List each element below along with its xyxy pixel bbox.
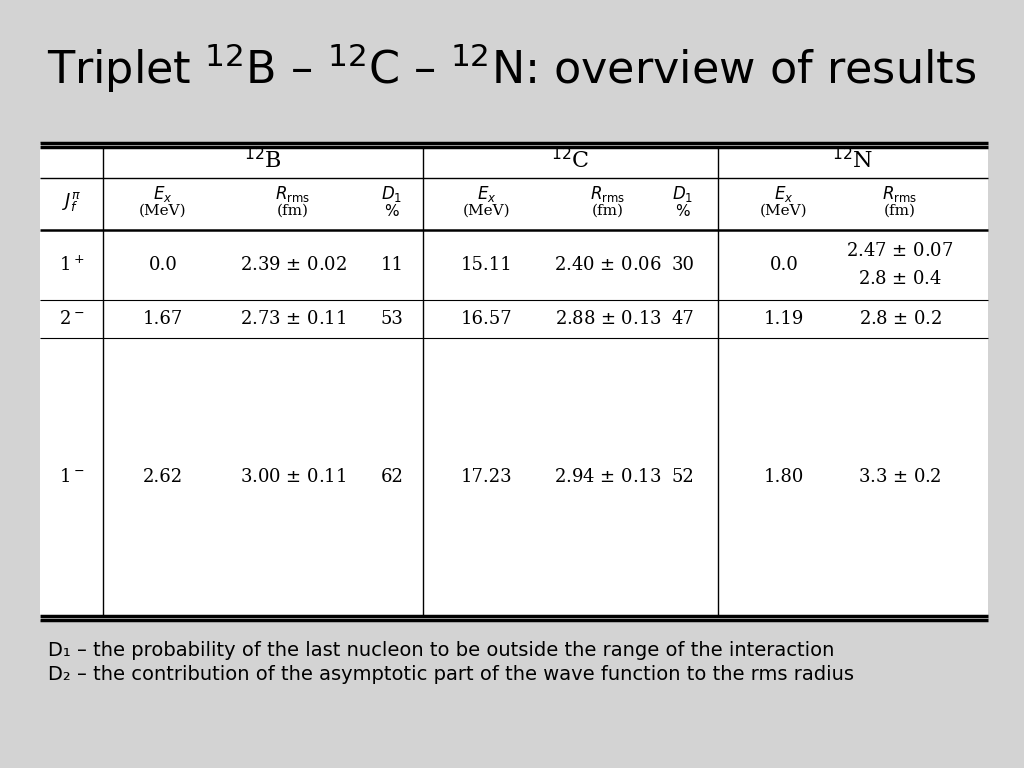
Text: 2.94 $\pm$ 0.13: 2.94 $\pm$ 0.13	[554, 468, 662, 486]
Text: $R_{\rm rms}$: $R_{\rm rms}$	[883, 184, 918, 204]
Text: $J^{\pi}_f$: $J^{\pi}_f$	[62, 190, 82, 214]
Text: 3.00 $\pm$ 0.11: 3.00 $\pm$ 0.11	[240, 468, 346, 486]
Text: 16.57: 16.57	[461, 310, 513, 328]
Text: 1.19: 1.19	[764, 310, 804, 328]
Text: 17.23: 17.23	[461, 468, 513, 486]
Text: 1$^-$: 1$^-$	[59, 468, 85, 486]
Text: $^{12}$B: $^{12}$B	[244, 148, 282, 173]
Text: Triplet $^{12}$B – $^{12}$C – $^{12}$N: overview of results: Triplet $^{12}$B – $^{12}$C – $^{12}$N: …	[47, 41, 977, 94]
Text: 11: 11	[381, 256, 403, 274]
Text: 47: 47	[672, 310, 694, 328]
Text: (fm): (fm)	[278, 204, 309, 218]
Text: 15.11: 15.11	[461, 256, 513, 274]
Text: 53: 53	[381, 310, 403, 328]
Text: 0.0: 0.0	[148, 256, 177, 274]
Text: 2.88 $\pm$ 0.13: 2.88 $\pm$ 0.13	[555, 310, 662, 328]
Text: D₁ – the probability of the last nucleon to be outside the range of the interact: D₁ – the probability of the last nucleon…	[48, 641, 835, 660]
Text: 1$^+$: 1$^+$	[59, 255, 85, 275]
Text: 0.0: 0.0	[770, 256, 799, 274]
Bar	[40, 143, 988, 620]
Text: 3.3 $\pm$ 0.2: 3.3 $\pm$ 0.2	[858, 468, 942, 486]
Text: 52: 52	[672, 468, 694, 486]
Text: $R_{\rm rms}$: $R_{\rm rms}$	[275, 184, 310, 204]
Text: $E_x$: $E_x$	[774, 184, 794, 204]
Text: $^{12}$N: $^{12}$N	[833, 148, 873, 173]
Text: 2.73 $\pm$ 0.11: 2.73 $\pm$ 0.11	[240, 310, 346, 328]
Text: $D_1$: $D_1$	[673, 184, 693, 204]
Text: 1.80: 1.80	[764, 468, 804, 486]
Text: 2.39 $\pm$ 0.02: 2.39 $\pm$ 0.02	[240, 256, 346, 274]
Text: 2.47 $\pm$ 0.07: 2.47 $\pm$ 0.07	[846, 242, 953, 260]
Text: $D_1$: $D_1$	[381, 184, 402, 204]
Text: $\%$: $\%$	[384, 203, 400, 219]
Text: 1.67: 1.67	[143, 310, 183, 328]
Text: 2.62: 2.62	[143, 468, 183, 486]
Text: D₂ – the contribution of the asymptotic part of the wave function to the rms rad: D₂ – the contribution of the asymptotic …	[48, 664, 854, 684]
Text: 2$^-$: 2$^-$	[59, 310, 85, 328]
Text: $E_x$: $E_x$	[477, 184, 497, 204]
Text: 30: 30	[672, 256, 694, 274]
Text: (fm): (fm)	[592, 204, 624, 218]
Text: (MeV): (MeV)	[760, 204, 808, 218]
Text: (MeV): (MeV)	[139, 204, 186, 218]
Text: 2.40 $\pm$ 0.06: 2.40 $\pm$ 0.06	[554, 256, 662, 274]
Text: $E_x$: $E_x$	[154, 184, 173, 204]
Text: $R_{\rm rms}$: $R_{\rm rms}$	[591, 184, 626, 204]
Text: $^{12}$C: $^{12}$C	[551, 148, 590, 173]
Text: 2.8 $\pm$ 0.2: 2.8 $\pm$ 0.2	[858, 310, 941, 328]
Text: 62: 62	[381, 468, 403, 486]
Text: (MeV): (MeV)	[463, 204, 511, 218]
Text: 2.8 $\pm$ 0.4: 2.8 $\pm$ 0.4	[858, 270, 942, 288]
Text: $\%$: $\%$	[675, 203, 691, 219]
Text: (fm): (fm)	[884, 204, 916, 218]
